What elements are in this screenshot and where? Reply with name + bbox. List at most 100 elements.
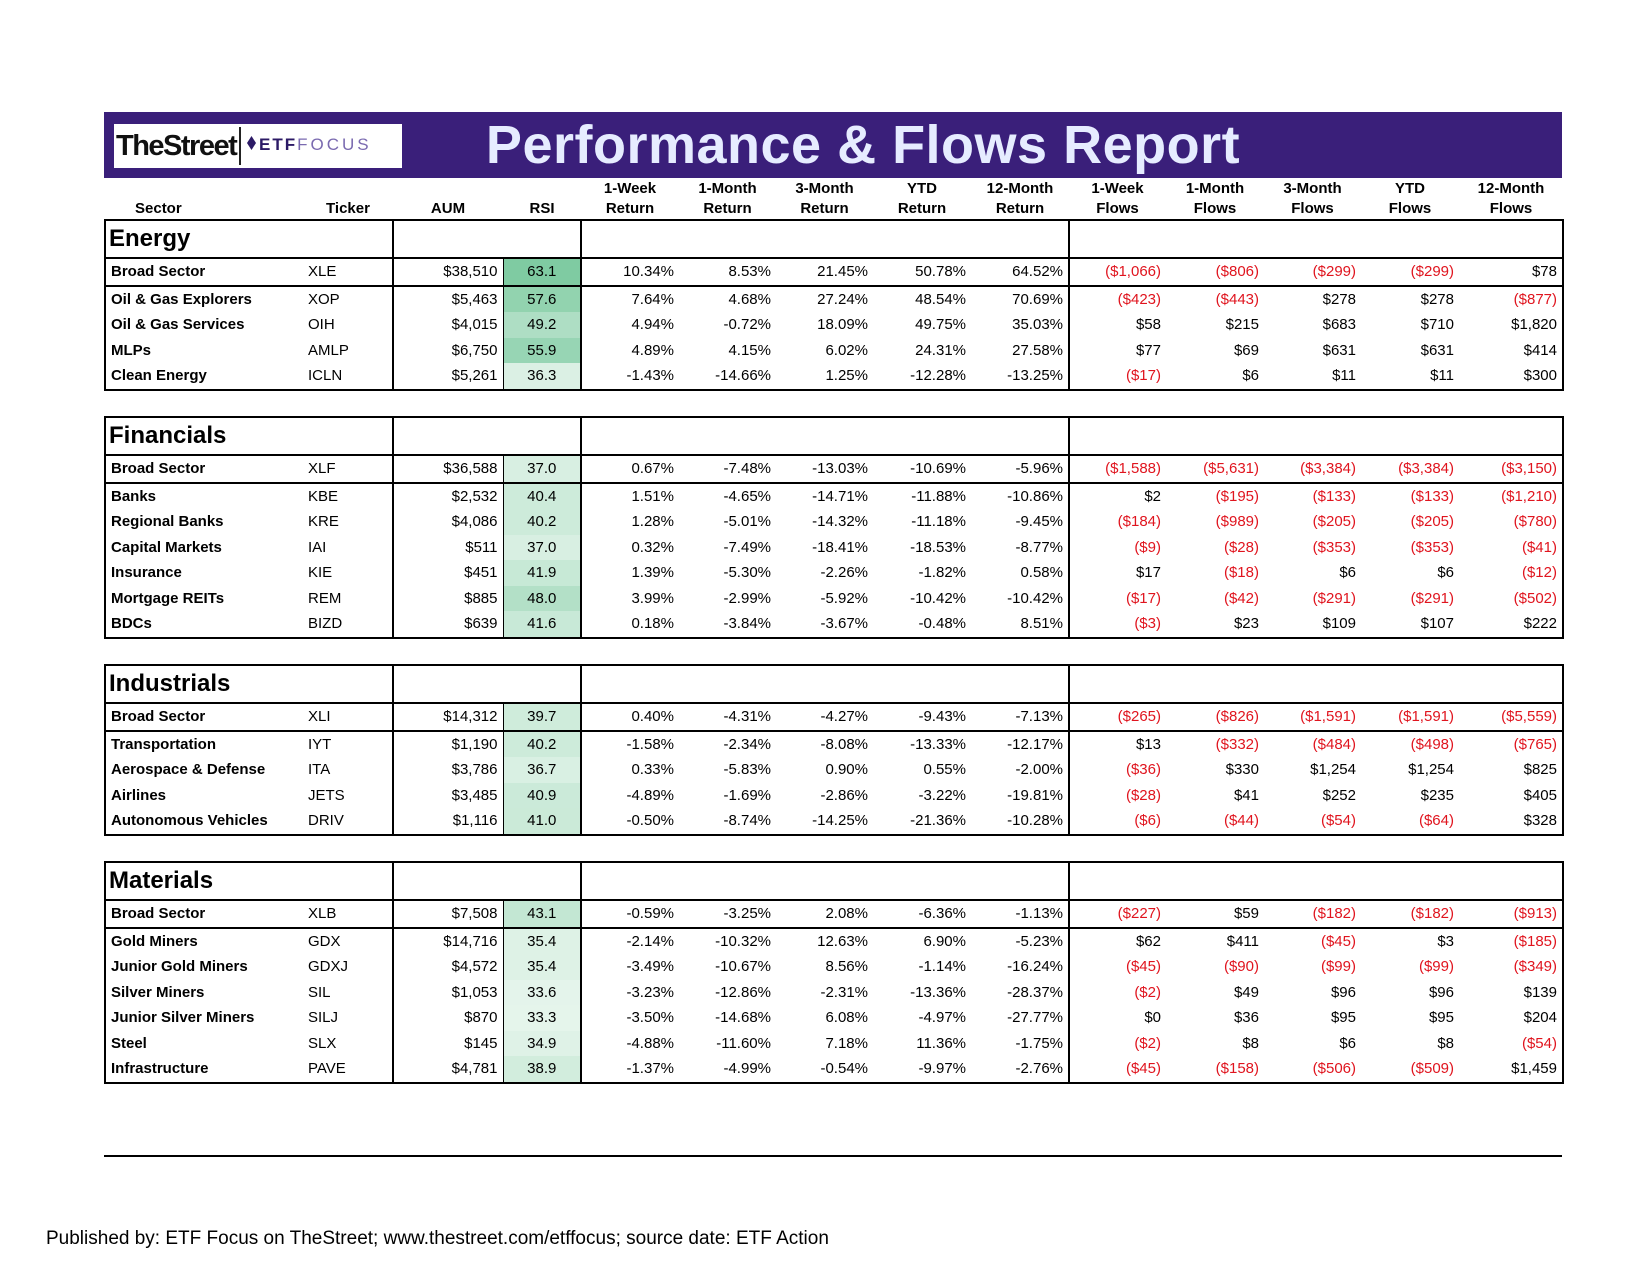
flows-ytd: ($3,384)	[1361, 455, 1459, 484]
flows-3m: $95	[1330, 1009, 1356, 1027]
return-3m: -18.41%	[812, 538, 868, 556]
return-3m: 8.56%	[825, 958, 868, 976]
return-ytd: -10.69%	[873, 455, 971, 484]
flows-1m: $36	[1233, 1009, 1259, 1027]
flows-1w: $58	[1135, 316, 1161, 334]
return-3m: 7.18%	[825, 1034, 868, 1052]
rsi-value: 34.9	[503, 1030, 582, 1056]
return-1m: -2.34%	[723, 735, 771, 753]
aum-value: $4,781	[392, 1056, 504, 1084]
section-gap	[105, 835, 1563, 863]
aum-value: $4,572	[392, 954, 504, 980]
flows-3m: $96	[1330, 983, 1356, 1001]
flows-ytd: ($291)	[1410, 589, 1454, 607]
flows-3m: ($299)	[1264, 258, 1361, 287]
section-header-materials: Materials	[104, 861, 1564, 901]
aum-value: $38,510	[392, 258, 504, 287]
return-ytd: -13.36%	[910, 983, 966, 1001]
flows-ytd: ($182)	[1361, 900, 1459, 929]
sector-name: Mortgage REITs	[104, 585, 303, 611]
flows-1w: $77	[1135, 341, 1161, 359]
rsi-value: 37.0	[503, 455, 582, 484]
rsi-value: 38.9	[503, 1056, 582, 1084]
table-row: Broad Sector XLB $7,508 43.1 -0.59% -3.25% 2.0…	[104, 900, 1564, 929]
ticker: ITA	[308, 761, 331, 779]
return-1w: -1.43%	[581, 363, 679, 391]
flows-12m: ($765)	[1459, 730, 1564, 757]
sector-name: Insurance	[104, 560, 303, 586]
flows-1w: ($6)	[1069, 808, 1166, 836]
flows-3m: $109	[1264, 611, 1361, 639]
flows-1m: $69	[1233, 341, 1259, 359]
aum-value: $3,485	[392, 782, 504, 808]
sector-name: Capital Markets	[104, 534, 303, 560]
return-3m: 27.24%	[817, 290, 868, 308]
return-12m: 70.69%	[971, 285, 1070, 312]
aum-value: $145	[392, 1030, 504, 1056]
flows-12m: ($41)	[1459, 534, 1564, 560]
flows-ytd: $107	[1361, 611, 1459, 639]
return-1m: -8.74%	[679, 808, 776, 836]
return-3m: -8.08%	[820, 735, 868, 753]
return-1m: -10.32%	[715, 932, 771, 950]
ticker: GDX	[308, 932, 341, 950]
return-1m: -3.84%	[679, 611, 776, 639]
flows-ytd: $710	[1420, 316, 1454, 334]
aum-value: $511	[392, 534, 504, 560]
rsi-value: 40.2	[503, 730, 582, 757]
ticker: ICLN	[303, 363, 393, 391]
return-1w: 1.28%	[631, 513, 674, 531]
return-3m: -13.03%	[776, 455, 873, 484]
ticker: OIH	[308, 316, 335, 334]
ticker: GDXJ	[308, 958, 349, 976]
aum-value: $14,312	[392, 703, 504, 732]
col-aum: AUM	[430, 200, 466, 217]
return-3m: 21.45%	[776, 258, 873, 287]
return-1w: 0.32%	[631, 538, 674, 556]
return-ytd: -11.88%	[911, 487, 966, 505]
return-1m: -7.48%	[679, 455, 776, 484]
return-ytd: -11.18%	[911, 513, 966, 531]
flows-12m: ($913)	[1459, 900, 1564, 929]
sector-name: Banks	[104, 482, 303, 509]
flows-1m: $41	[1233, 786, 1259, 804]
return-12m: -19.81%	[971, 782, 1070, 808]
flows-1w: ($36)	[1125, 761, 1161, 779]
return-12m: -10.42%	[971, 585, 1070, 611]
return-12m: -10.28%	[971, 808, 1070, 836]
aum-value: $1,116	[392, 808, 504, 836]
table-row: Junior Silver Miners SILJ $870 33.3 -3.50% -1…	[104, 1005, 1564, 1031]
aum-value: $4,086	[392, 509, 504, 535]
sector-name: Steel	[104, 1030, 303, 1056]
flows-ytd: ($299)	[1361, 258, 1459, 287]
sector-name: Gold Miners	[104, 927, 303, 954]
return-1w: 4.89%	[631, 341, 674, 359]
col-ticker: Ticker	[326, 200, 370, 217]
flows-12m: ($877)	[1459, 285, 1564, 312]
aum-value: $885	[392, 585, 504, 611]
return-1w: -4.88%	[626, 1034, 674, 1052]
flows-12m: $222	[1459, 611, 1564, 639]
table-row: BDCs BIZD $639 41.6 0.18% -3.84% -3.67% -0.48% 8…	[104, 611, 1564, 639]
flows-3m: ($182)	[1264, 900, 1361, 929]
col-1m-return: 1-Month Return	[698, 180, 757, 217]
flows-ytd: ($99)	[1418, 958, 1454, 976]
return-12m: -16.24%	[971, 954, 1070, 980]
return-12m: 8.51%	[971, 611, 1070, 639]
table-row: Mortgage REITs REM $885 48.0 3.99% -2.99% -5.9…	[104, 585, 1564, 611]
ticker: XLB	[303, 900, 393, 929]
return-1w: 1.51%	[631, 487, 674, 505]
return-ytd: -4.97%	[918, 1009, 966, 1027]
flows-1m: $330	[1225, 761, 1259, 779]
aum-value: $5,261	[392, 363, 504, 391]
flows-1m: ($332)	[1215, 735, 1259, 753]
return-3m: -5.92%	[820, 589, 868, 607]
flows-1w: ($45)	[1125, 958, 1161, 976]
return-12m: -13.25%	[971, 363, 1070, 391]
sector-name: BDCs	[104, 611, 303, 639]
col-12m-return: 12-Month Return	[986, 180, 1054, 217]
flows-3m: $6	[1339, 1034, 1356, 1052]
aum-value: $4,015	[392, 312, 504, 338]
section-header-blank	[392, 416, 582, 456]
flows-ytd: $95	[1428, 1009, 1454, 1027]
